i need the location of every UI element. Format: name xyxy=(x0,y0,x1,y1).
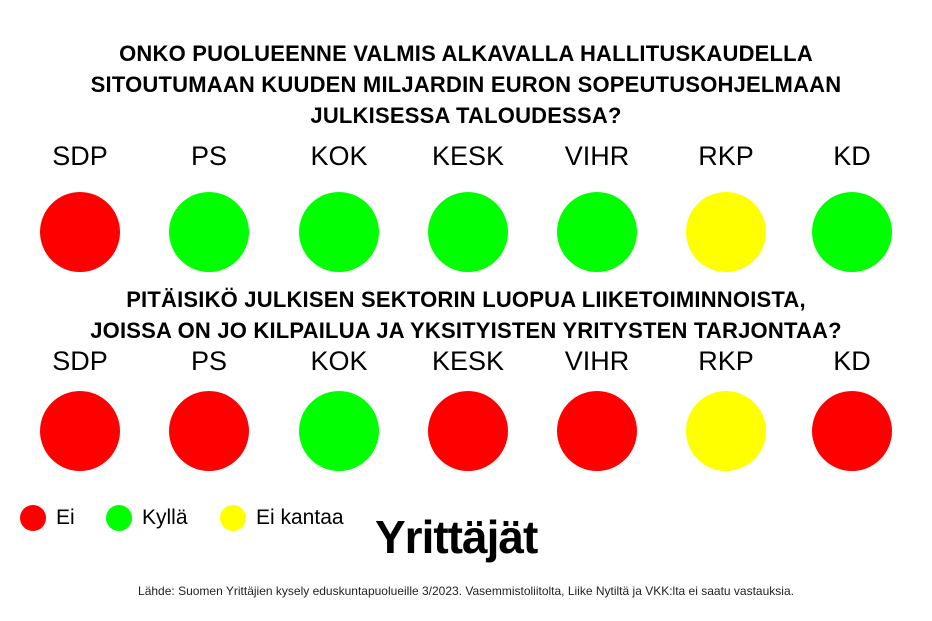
party-label: KD xyxy=(833,346,871,376)
source-note: Lähde: Suomen Yrittäjien kysely eduskunt… xyxy=(138,584,794,598)
answer-dot-icon xyxy=(169,192,249,272)
legend-label: Kyllä xyxy=(142,506,188,529)
answer-dot-icon xyxy=(299,391,379,471)
party-answer-rkp: RKP xyxy=(671,140,781,272)
answer-dot-icon xyxy=(299,192,379,272)
answer-dot-icon xyxy=(557,192,637,272)
party-label: RKP xyxy=(698,141,754,171)
party-label: KOK xyxy=(310,141,368,171)
party-answer-ps: PS xyxy=(154,140,264,272)
party-answer-ps: PS xyxy=(154,345,264,471)
question-2-answers: SDP PS KOK KESK VIHR RKP KD xyxy=(0,345,932,471)
red-dot-icon xyxy=(20,505,46,531)
answer-dot-icon xyxy=(169,391,249,471)
green-dot-icon xyxy=(106,505,132,531)
party-label: PS xyxy=(190,346,228,376)
party-answer-rkp: RKP xyxy=(671,345,781,471)
party-answer-kesk: KESK xyxy=(413,140,523,272)
legend-label: Ei kantaa xyxy=(256,506,344,529)
party-label: KESK xyxy=(431,141,505,171)
question-1-answers: SDP PS KOK KESK VIHR RKP KD xyxy=(0,140,932,272)
party-answer-kd: KD xyxy=(797,345,907,471)
party-label: SDP xyxy=(52,346,108,376)
party-label: SDP xyxy=(52,141,108,171)
party-label: VIHR xyxy=(564,346,630,376)
answer-dot-icon xyxy=(686,192,766,272)
answer-dot-icon xyxy=(686,391,766,471)
answer-dot-icon xyxy=(812,192,892,272)
question-1-title: ONKO PUOLUEENNE VALMIS ALKAVALLA HALLITU… xyxy=(90,41,842,128)
party-label: KOK xyxy=(310,346,368,376)
party-answer-vihr: VIHR xyxy=(542,140,652,272)
answer-dot-icon xyxy=(40,391,120,471)
party-answer-kok: KOK xyxy=(284,345,394,471)
party-answer-vihr: VIHR xyxy=(542,345,652,471)
party-answer-sdp: SDP xyxy=(25,345,135,471)
party-label: KD xyxy=(833,141,871,171)
party-answer-kesk: KESK xyxy=(413,345,523,471)
answer-dot-icon xyxy=(428,192,508,272)
answer-dot-icon xyxy=(557,391,637,471)
party-label: KESK xyxy=(431,346,505,376)
answer-dot-icon xyxy=(428,391,508,471)
party-label: PS xyxy=(190,141,228,171)
yellow-dot-icon xyxy=(220,505,246,531)
party-label: VIHR xyxy=(564,141,630,171)
answer-dot-icon xyxy=(812,391,892,471)
question-2-title: PITÄISIKÖ JULKISEN SEKTORIN LUOPUA LIIKE… xyxy=(90,287,842,343)
party-answer-sdp: SDP xyxy=(25,140,135,272)
party-answer-kok: KOK xyxy=(284,140,394,272)
legend-label: Ei xyxy=(56,506,75,529)
party-answer-kd: KD xyxy=(797,140,907,272)
party-label: RKP xyxy=(698,346,754,376)
answer-dot-icon xyxy=(40,192,120,272)
yrittajat-logo: Yrittäjät xyxy=(375,511,538,563)
